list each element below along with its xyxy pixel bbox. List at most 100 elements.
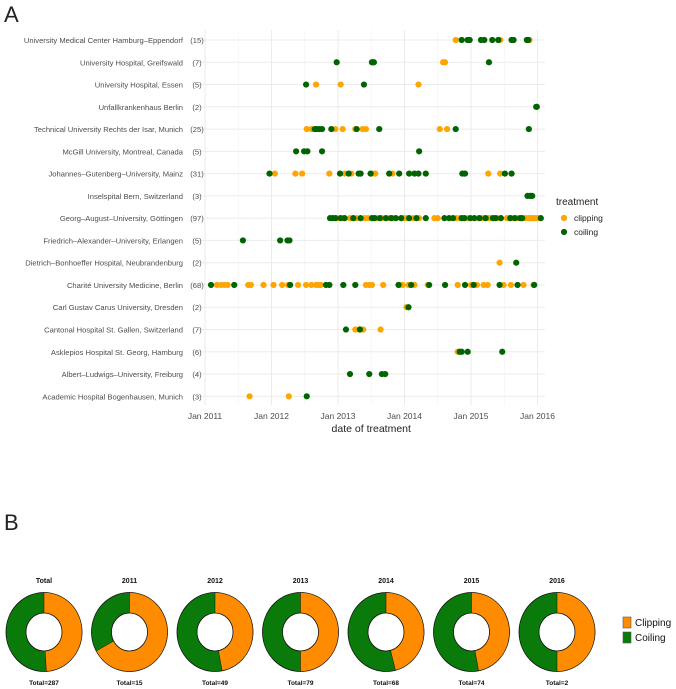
donut-hole bbox=[538, 612, 576, 652]
coiling-point bbox=[367, 170, 374, 177]
donut-clipping-slice bbox=[43, 592, 83, 672]
coiling-point bbox=[328, 125, 335, 133]
donut-hole bbox=[282, 612, 319, 652]
coiling-point bbox=[452, 125, 459, 133]
legend-coiling-label: coiling bbox=[574, 227, 598, 237]
donut-total-label: Total=287 bbox=[29, 680, 59, 687]
coiling-point bbox=[415, 170, 422, 177]
clipping-point bbox=[485, 170, 492, 177]
row-label: Georg–August–University, Göttingen bbox=[60, 214, 183, 223]
row-label: Dietrich–Bonhoeffer Hospital, Neubranden… bbox=[25, 259, 183, 268]
coiling-point bbox=[382, 215, 389, 222]
coiling-point bbox=[346, 370, 354, 378]
clipping-point bbox=[337, 81, 344, 88]
row-count: (5) bbox=[192, 81, 202, 90]
coiling-point bbox=[357, 170, 364, 177]
donut-title: 2016 bbox=[549, 578, 565, 585]
coiling-point bbox=[207, 281, 215, 289]
clipping-point bbox=[317, 281, 324, 289]
coiling-point bbox=[396, 170, 403, 177]
coiling-point bbox=[371, 215, 378, 222]
coiling-point bbox=[356, 326, 364, 333]
row-count: (97) bbox=[190, 214, 204, 223]
coiling-point bbox=[370, 59, 378, 66]
coiling-point bbox=[422, 215, 429, 222]
clipping-point bbox=[497, 170, 504, 177]
row-count: (7) bbox=[192, 58, 202, 67]
coiling-point bbox=[360, 81, 368, 88]
coiling-point bbox=[406, 215, 413, 222]
coiling-point bbox=[519, 215, 526, 222]
coiling-point bbox=[426, 281, 433, 289]
clipping-point bbox=[246, 393, 253, 400]
clipping-point bbox=[520, 281, 527, 289]
coiling-point bbox=[441, 215, 448, 222]
coiling-point bbox=[352, 281, 359, 289]
clipping-point bbox=[270, 281, 277, 289]
coiling-point bbox=[336, 170, 344, 177]
coiling-point bbox=[514, 281, 521, 289]
coiling-point bbox=[508, 170, 515, 177]
donut-clipping-slice bbox=[300, 592, 339, 672]
coiling-point bbox=[231, 281, 238, 289]
coiling-point bbox=[416, 148, 423, 155]
row-count: (5) bbox=[192, 147, 202, 156]
row-label: Carl Gustav Carus University, Dresden bbox=[53, 303, 183, 312]
coiling-point bbox=[511, 215, 518, 222]
coiling-point bbox=[461, 170, 469, 177]
clipping-point bbox=[441, 59, 449, 66]
coiling-point bbox=[510, 36, 517, 44]
coiling-point bbox=[533, 103, 540, 110]
coiling-point bbox=[382, 370, 389, 378]
coiling-point bbox=[501, 170, 509, 177]
donut-hole bbox=[25, 612, 63, 652]
clipping-point bbox=[380, 281, 387, 289]
row-count: (6) bbox=[192, 348, 202, 357]
coiling-point bbox=[513, 259, 520, 266]
coiling-point bbox=[461, 215, 468, 222]
donut-clipping-slice bbox=[556, 592, 596, 672]
donut-panel: Total Total=287 2011 Total=15 2012 Total=49 20… bbox=[5, 578, 671, 687]
row-label: Inselspital Bern, Switzerland bbox=[88, 192, 183, 201]
coiling-point bbox=[353, 125, 360, 133]
x-axis-title: date of treatment bbox=[332, 423, 411, 435]
coiling-point bbox=[286, 237, 293, 244]
coiling-point bbox=[495, 36, 502, 44]
row-label: University Hospital, Greifswald bbox=[80, 58, 183, 67]
row-label: Cantonal Hospital St. Gallen, Switzerlan… bbox=[44, 326, 183, 335]
coiling-point bbox=[386, 170, 393, 177]
donut-hole bbox=[367, 612, 405, 652]
donut-total-label: Total=74 bbox=[458, 680, 484, 687]
coiling-point bbox=[466, 36, 473, 44]
clipping-point bbox=[415, 81, 422, 88]
coiling-point bbox=[366, 370, 373, 378]
row-label: Charité University Medicine, Berlin bbox=[67, 281, 183, 290]
clipping-point bbox=[434, 215, 441, 222]
coiling-point bbox=[507, 215, 514, 222]
donut-hole bbox=[453, 612, 490, 652]
x-tick-label: Jan 2013 bbox=[321, 411, 356, 421]
coiling-point bbox=[266, 170, 273, 177]
coiling-point bbox=[318, 148, 326, 155]
clipping-point bbox=[260, 281, 267, 289]
row-count: (2) bbox=[192, 303, 202, 312]
donut-total-label: Total=49 bbox=[202, 680, 228, 687]
row-count: (31) bbox=[190, 170, 204, 179]
clipping-point bbox=[224, 281, 231, 289]
coiling-point bbox=[476, 215, 483, 222]
clipping-point bbox=[436, 125, 443, 133]
x-tick-label: Jan 2015 bbox=[454, 411, 489, 421]
coiling-point bbox=[277, 237, 284, 244]
coiling-point bbox=[304, 148, 311, 155]
row-count: (25) bbox=[190, 125, 204, 134]
coiling-point bbox=[492, 215, 499, 222]
clipping-point bbox=[368, 281, 376, 289]
donut-hole bbox=[196, 612, 234, 652]
coiling-point bbox=[398, 215, 405, 222]
coiling-point bbox=[525, 36, 532, 44]
row-label: Asklepios Hospital St. Georg, Hamburg bbox=[51, 348, 183, 357]
x-tick-label: Jan 2016 bbox=[520, 411, 555, 421]
coiling-point bbox=[413, 215, 420, 222]
row-label: McGill University, Montreal, Canada bbox=[62, 147, 183, 156]
